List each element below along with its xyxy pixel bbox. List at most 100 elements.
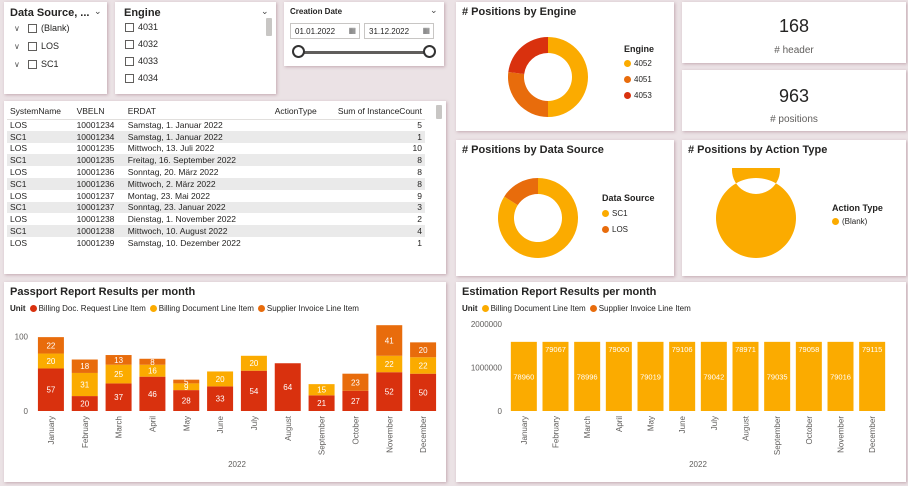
column-header[interactable]: Sum of InstanceCount <box>319 103 425 120</box>
table-row[interactable]: SC1 10001235 Freitag, 16. September 2022 8 <box>7 154 425 167</box>
table-row[interactable]: LOS 10001236 Sonntag, 20. März 2022 8 <box>7 166 425 178</box>
chevron-down-icon[interactable]: ⌄ <box>94 6 102 16</box>
end-date-input[interactable]: 31.12.2022 ▦ <box>364 23 434 39</box>
checkbox[interactable] <box>28 59 37 69</box>
bar-segment[interactable] <box>207 386 234 411</box>
chevron-down-icon[interactable]: ⌄ <box>430 5 438 15</box>
donut-slice[interactable] <box>715 168 796 258</box>
bar-segment[interactable] <box>71 372 98 397</box>
bar-segment[interactable] <box>37 368 64 411</box>
bar-segment[interactable] <box>105 383 132 411</box>
bar-segment[interactable] <box>376 372 403 411</box>
legend-item[interactable]: 4053 <box>624 91 652 100</box>
table-row[interactable]: LOS 10001238 Dienstag, 1. November 2022 2 <box>7 213 425 225</box>
column-header[interactable]: VBELN <box>73 103 125 120</box>
legend-item[interactable]: 4052 <box>624 59 652 68</box>
bar-segment[interactable] <box>859 341 886 411</box>
bar-segment[interactable] <box>139 364 166 377</box>
bar-segment[interactable] <box>376 325 403 356</box>
bar-segment[interactable] <box>274 363 301 411</box>
column-header[interactable]: ActionType <box>263 103 320 120</box>
checkbox[interactable] <box>125 73 134 83</box>
bar-segment[interactable] <box>669 341 696 411</box>
bar-segment[interactable] <box>308 384 335 396</box>
start-date-input[interactable]: 01.01.2022 ▦ <box>290 23 360 39</box>
bar-segment[interactable] <box>637 341 664 411</box>
chevron-down-icon[interactable]: ∨ <box>14 41 20 51</box>
bar-segment[interactable] <box>71 359 98 373</box>
checkbox[interactable] <box>125 39 134 49</box>
slicer-option[interactable]: ∨ (Blank) <box>14 23 70 33</box>
legend-item[interactable]: Supplier Invoice Line Item <box>589 304 691 313</box>
legend-item[interactable]: Supplier Invoice Line Item <box>257 304 359 313</box>
slicer-option[interactable]: 4031 <box>125 22 158 32</box>
legend-item[interactable]: Billing Document Line Item <box>481 304 586 313</box>
calendar-icon[interactable]: ▦ <box>422 26 430 35</box>
legend-item[interactable]: 4051 <box>624 75 652 84</box>
bar-segment[interactable] <box>827 341 854 411</box>
calendar-icon[interactable]: ▦ <box>348 26 356 35</box>
donut-slice[interactable] <box>508 71 548 117</box>
chevron-down-icon[interactable]: ∨ <box>14 59 20 69</box>
bar-segment[interactable] <box>173 383 200 391</box>
bar-segment[interactable] <box>732 341 759 411</box>
bar-segment[interactable] <box>410 342 437 358</box>
legend-item[interactable]: (Blank) <box>832 217 867 226</box>
bar-segment[interactable] <box>105 355 132 365</box>
slicer-option[interactable]: 4034 <box>125 73 158 83</box>
bar-segment[interactable] <box>410 357 437 374</box>
bar-segment[interactable] <box>795 341 822 411</box>
slicer-option[interactable]: ∨ LOS <box>14 41 60 51</box>
bar-segment[interactable] <box>605 341 632 411</box>
legend-item[interactable]: Billing Document Line Item <box>149 304 254 313</box>
bar-segment[interactable] <box>342 390 369 411</box>
table-row[interactable]: SC1 10001234 Samstag, 1. Januar 2022 1 <box>7 130 425 143</box>
donut-slice[interactable] <box>548 37 588 117</box>
range-slider-track[interactable] <box>298 51 428 54</box>
bar-segment[interactable] <box>240 370 267 411</box>
bar-segment[interactable] <box>700 341 727 411</box>
table-row[interactable]: SC1 10001237 Sonntag, 23. Januar 2022 3 <box>7 201 425 214</box>
bar-segment[interactable] <box>574 341 601 411</box>
legend-item[interactable]: LOS <box>602 225 628 234</box>
bar-segment[interactable] <box>139 376 166 411</box>
bar-segment[interactable] <box>139 358 166 365</box>
table-row[interactable]: LOS 10001235 Mittwoch, 13. Juli 2022 10 <box>7 143 425 155</box>
table-row[interactable]: LOS 10001234 Samstag, 1. Januar 2022 5 <box>7 119 425 131</box>
bar-segment[interactable] <box>71 396 98 411</box>
bar-segment[interactable] <box>37 337 64 354</box>
slicer-option[interactable]: ∨ SC1 <box>14 59 59 69</box>
column-header[interactable]: ERDAT <box>124 103 264 120</box>
checkbox[interactable] <box>125 56 134 66</box>
table-row[interactable]: SC1 10001238 Mittwoch, 10. August 2022 4 <box>7 225 425 237</box>
chevron-down-icon[interactable]: ⌄ <box>261 6 269 16</box>
slicer-option[interactable]: 4033 <box>125 56 158 66</box>
donut-slice[interactable] <box>498 178 578 258</box>
donut-slice[interactable] <box>508 37 548 74</box>
bar-segment[interactable] <box>105 364 132 384</box>
bar-segment[interactable] <box>342 373 369 391</box>
slicer-option[interactable]: 4032 <box>125 39 158 49</box>
scrollbar[interactable] <box>436 105 442 119</box>
bar-segment[interactable] <box>240 355 267 371</box>
donut-slice[interactable] <box>504 178 538 206</box>
bar-segment[interactable] <box>173 390 200 411</box>
bar-segment[interactable] <box>376 355 403 373</box>
bar-segment[interactable] <box>510 341 537 411</box>
bar-segment[interactable] <box>410 373 437 411</box>
chevron-down-icon[interactable]: ∨ <box>14 23 20 33</box>
column-header[interactable]: SystemName <box>7 103 74 120</box>
bar-segment[interactable] <box>542 341 569 411</box>
checkbox[interactable] <box>28 23 37 33</box>
bar-segment[interactable] <box>764 341 791 411</box>
bar-segment[interactable] <box>207 371 234 387</box>
bar-segment[interactable] <box>308 395 335 411</box>
table-row[interactable]: LOS 10001239 Samstag, 10. Dezember 2022 1 <box>7 237 425 249</box>
scrollbar[interactable] <box>266 18 272 36</box>
legend-item[interactable]: Billing Doc. Request Line Item <box>29 304 146 313</box>
checkbox[interactable] <box>28 41 37 51</box>
range-slider-end-handle[interactable] <box>423 45 436 58</box>
range-slider-start-handle[interactable] <box>292 45 305 58</box>
table-row[interactable]: LOS 10001237 Montag, 23. Mai 2022 9 <box>7 190 425 202</box>
checkbox[interactable] <box>125 22 134 32</box>
